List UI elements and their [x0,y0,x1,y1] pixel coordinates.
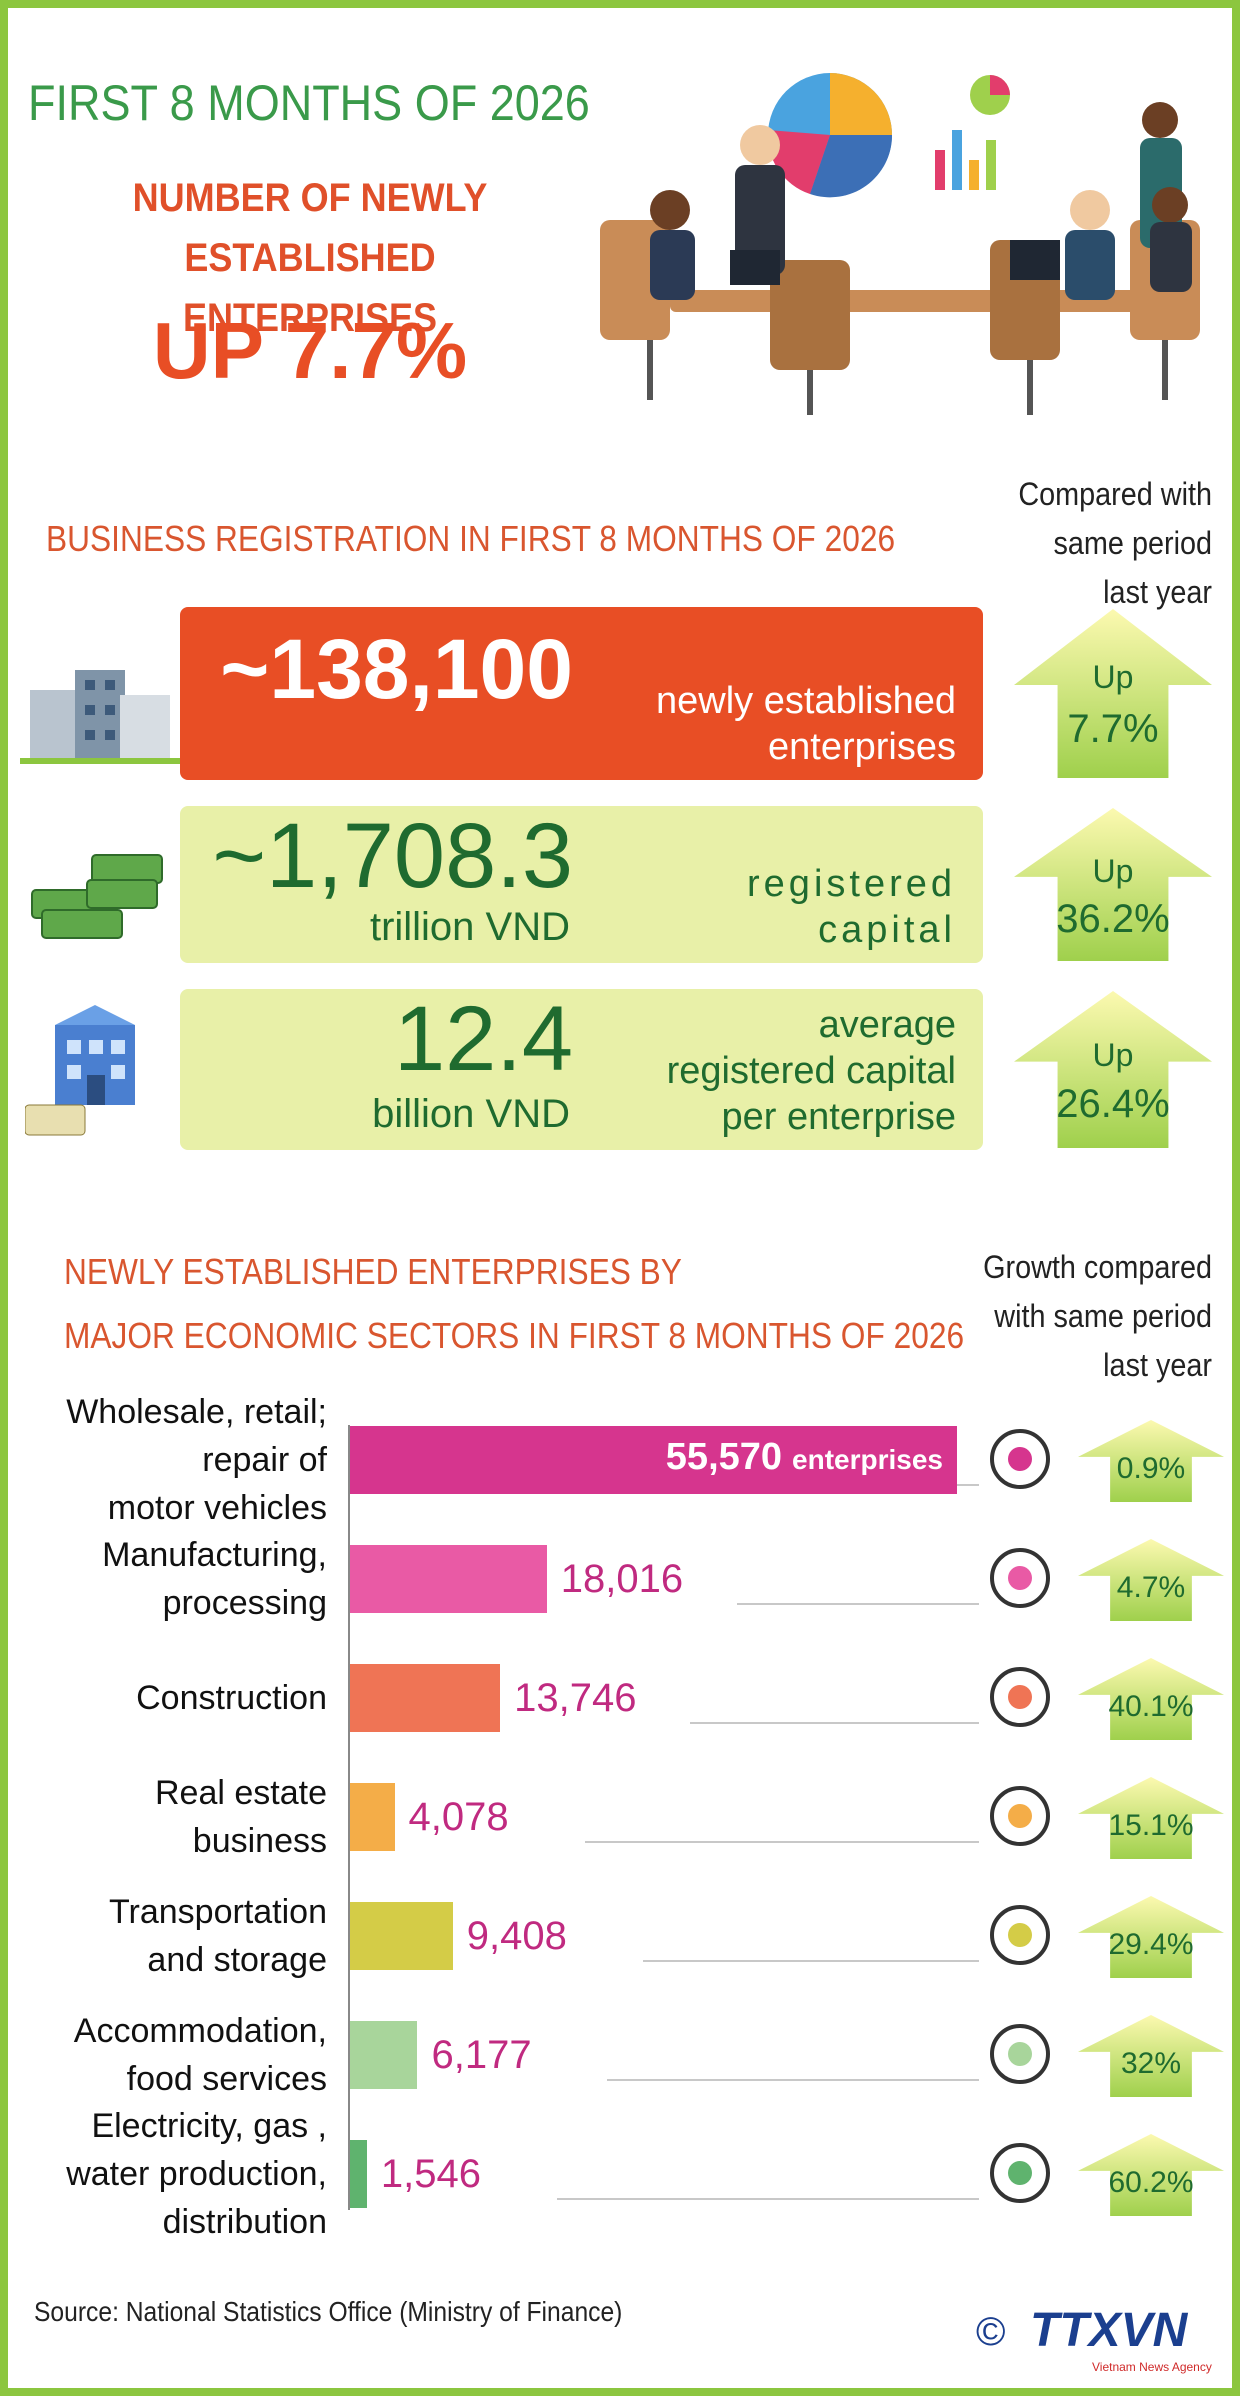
unit-label: enterprises [792,1444,943,1475]
guide-line [607,2079,979,2081]
guide-line [736,1603,979,1605]
buildings-icon [20,670,180,764]
guide-line [584,1841,979,1843]
sector-icon [985,2138,1055,2208]
value-label: 55,570 [665,1436,783,1478]
sector-icon [985,2019,1055,2089]
sector-icon-graphic [990,2143,1050,2203]
guide-line [642,1960,979,1962]
guide-line [690,1722,979,1724]
stat-description: newly established enterprises [656,680,956,768]
sector-icon [985,1900,1055,1970]
change-direction: Up [1092,1037,1134,1074]
bar [350,1664,501,1732]
source: Source: National Statistics Office (Mini… [34,2296,623,2327]
bar [350,2140,367,2208]
sector-icon-graphic [990,2024,1050,2084]
bar [350,1902,453,1970]
section-title: BUSINESS REGISTRATION IN FIRST 8 MONTHS … [46,518,896,559]
stat-box [180,607,983,780]
growth-note: Growth compared with same period last ye… [983,1249,1212,1383]
office-icon [25,1005,135,1136]
sector-icon [985,1662,1055,1732]
change-direction: Up [1092,853,1134,890]
guide-line [556,2198,979,2200]
category-label: Manufacturing, processing [102,1536,327,1622]
copyright: © [976,2310,1006,2354]
logo: TTXVN [1030,2304,1188,2357]
sector-icon-graphic [990,1667,1050,1727]
money-icon [31,854,163,939]
value-label: 13,746 [514,1676,637,1720]
section-title: NEWLY ESTABLISHED ENTERPRISES BY MAJOR E… [64,1251,965,1356]
comparison-note: Compared with same period last year [1018,476,1212,610]
value-label: 4,078 [408,1795,509,1839]
period: FIRST 8 MONTHS OF 2026 [28,75,590,131]
stat-value: ~138,100 [220,622,573,716]
growth-value: 4.7% [1116,1571,1186,1604]
value-label-group: 55,570 enterprises [666,1436,943,1479]
value-label: 6,177 [431,2033,532,2077]
category-label: Wholesale, retail; repair of motor vehic… [66,1393,327,1527]
category-label: Electricity, gas , water production, dis… [66,2107,327,2241]
stat-unit: trillion VND [369,905,570,949]
stat-description: average registered capital per enterpris… [666,1004,956,1138]
illustration [600,73,1200,415]
bar [350,1426,957,1494]
sector-icon-graphic [990,1548,1050,1608]
change-value: 7.7% [1067,707,1159,752]
stat-box [180,806,983,963]
value-label: 1,546 [380,2152,481,2196]
headline-change: UP 7.7% [152,306,468,395]
sector-icon [985,1543,1055,1613]
bar [350,2021,418,2089]
bar [350,1545,547,1613]
change-direction: Up [1092,658,1134,695]
growth-value: 40.1% [1108,1690,1194,1723]
stat-description: registered capital [747,863,956,951]
category-label: Real estate business [155,1774,327,1860]
axis-line [348,1425,350,2210]
sector-icon-graphic [990,1429,1050,1489]
category-label: Transportation and storage [109,1893,327,1979]
headline: NUMBER OF NEWLY ESTABLISHED ENTERPRISES [132,176,488,340]
logo-subtitle: Vietnam News Agency [1092,2360,1212,2374]
sector-icon-graphic [990,1786,1050,1846]
stat-value: 12.4 [393,988,573,1090]
bar [350,1783,395,1851]
sector-icon [985,1424,1055,1494]
stat-value: ~1,708.3 [212,805,573,907]
sector-icon-graphic [990,1905,1050,1965]
change-value: 36.2% [1056,897,1170,942]
category-label: Construction [136,1679,327,1717]
value-label: 18,016 [560,1557,684,1601]
growth-value: 29.4% [1108,1928,1194,1961]
growth-value: 60.2% [1108,2166,1194,2199]
category-label: Accommodation, food services [73,2012,327,2098]
change-value: 26.4% [1056,1082,1170,1127]
growth-value: 15.1% [1108,1809,1194,1842]
growth-value: 32% [1120,2047,1182,2080]
sector-icon [985,1781,1055,1851]
stat-unit: billion VND [372,1092,570,1136]
guide-line [957,1484,979,1486]
stat-box [180,989,983,1150]
growth-value: 0.9% [1116,1452,1186,1485]
value-label: 9,408 [466,1914,567,1958]
